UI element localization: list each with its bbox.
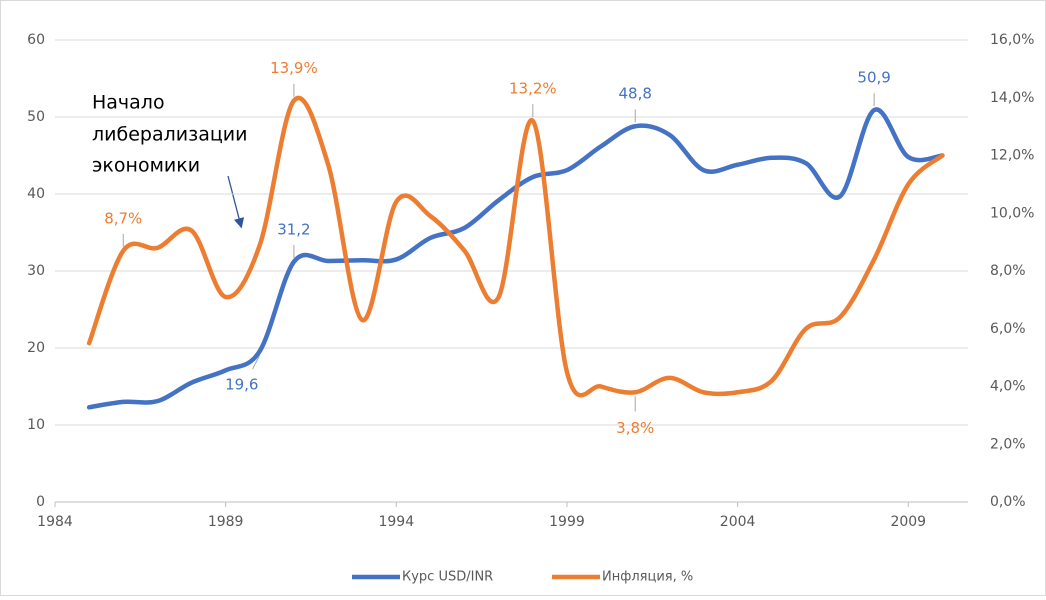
y2-tick-label: 2,0% bbox=[990, 436, 1026, 452]
y-tick-label: 0 bbox=[36, 494, 45, 510]
data-label: 13,9% bbox=[270, 59, 318, 77]
y2-tick-label: 4,0% bbox=[990, 379, 1026, 395]
y2-tick-label: 16,0% bbox=[990, 32, 1034, 48]
series-line bbox=[86, 95, 945, 398]
data-label: 3,8% bbox=[616, 419, 654, 437]
data-label: 50,9 bbox=[857, 69, 890, 87]
x-tick-label: 1999 bbox=[549, 514, 585, 530]
y-tick-label: 50 bbox=[27, 109, 45, 125]
y-tick-label: 30 bbox=[27, 263, 45, 279]
legend-label: Курс USD/INR bbox=[402, 570, 493, 585]
annotation-arrow bbox=[227, 175, 245, 229]
x-tick-label: 1994 bbox=[378, 514, 414, 530]
data-label: 13,2% bbox=[509, 79, 557, 97]
y2-tick-label: 0,0% bbox=[990, 494, 1026, 510]
data-label: 8,7% bbox=[104, 209, 142, 227]
x-tick-label: 2009 bbox=[890, 514, 926, 530]
y2-tick-label: 10,0% bbox=[990, 205, 1034, 221]
y2-tick-label: 6,0% bbox=[990, 321, 1026, 337]
data-label: 48,8 bbox=[619, 85, 652, 103]
y-tick-label: 20 bbox=[27, 340, 45, 356]
y-tick-label: 40 bbox=[27, 186, 45, 202]
y2-tick-label: 8,0% bbox=[990, 263, 1026, 279]
x-tick-label: 1984 bbox=[37, 514, 73, 530]
series-line bbox=[86, 107, 945, 410]
data-label: 19,6 bbox=[225, 376, 258, 394]
annotation: Начало bbox=[92, 92, 165, 114]
y-tick-label: 10 bbox=[27, 417, 45, 433]
y-tick-label: 60 bbox=[27, 32, 45, 48]
annotation: экономики bbox=[92, 155, 200, 177]
annotation: либерализации bbox=[92, 124, 247, 146]
y2-tick-label: 14,0% bbox=[990, 90, 1034, 106]
data-label: 31,2 bbox=[277, 220, 310, 238]
legend-label: Инфляция, % bbox=[602, 570, 693, 585]
leader-line bbox=[252, 354, 261, 370]
x-tick-label: 2004 bbox=[720, 514, 756, 530]
y2-tick-label: 12,0% bbox=[990, 148, 1034, 164]
x-tick-label: 1989 bbox=[208, 514, 244, 530]
